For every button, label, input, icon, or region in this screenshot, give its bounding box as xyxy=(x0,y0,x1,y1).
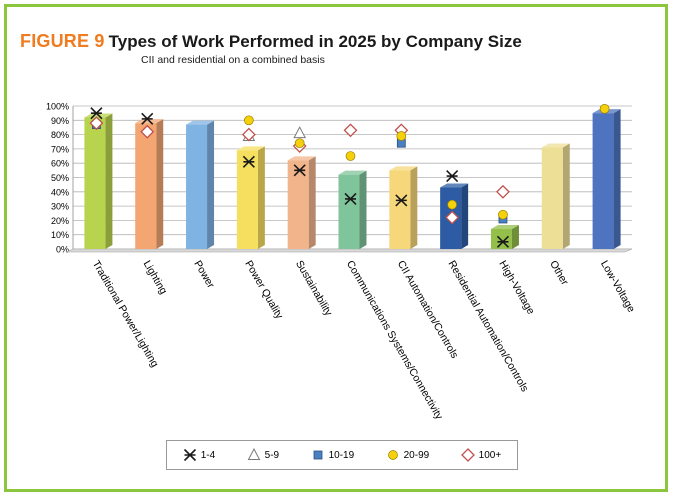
figure-label: FIGURE 9 xyxy=(20,31,105,51)
bar-top xyxy=(389,166,418,171)
marker-diamond xyxy=(89,116,104,131)
legend-marker-diamond xyxy=(460,448,475,462)
y-tick-label: 40% xyxy=(51,187,69,197)
bar-top xyxy=(186,120,215,125)
bar xyxy=(287,160,309,249)
marker-diamond xyxy=(241,127,256,142)
legend-item: 1-4 xyxy=(183,448,215,462)
marker-circle xyxy=(498,209,508,220)
bar-top xyxy=(338,170,367,175)
y-tick-label: 100% xyxy=(46,102,69,112)
x-tick-label: Sustainability xyxy=(293,259,335,319)
bar-side xyxy=(207,120,215,249)
marker-diamond xyxy=(140,124,155,139)
legend-item: 20-99 xyxy=(386,448,430,462)
bar xyxy=(592,113,614,250)
legend-label: 10-19 xyxy=(328,449,355,461)
marker-circle xyxy=(345,151,356,161)
marker-circle xyxy=(244,115,254,126)
marker-diamond xyxy=(343,123,358,138)
y-tick-label: 80% xyxy=(51,130,69,140)
marker-asterisk xyxy=(496,235,510,248)
legend-marker-asterisk xyxy=(183,448,196,462)
bar-side xyxy=(461,183,469,249)
marker-diamond xyxy=(496,184,510,199)
legend-label: 100+ xyxy=(478,449,502,461)
legend-item: 100+ xyxy=(460,448,502,462)
bar-side xyxy=(562,143,570,249)
title-text: Types of Work Performed in 2025 by Compa… xyxy=(108,32,522,51)
legend-item: 10-19 xyxy=(311,448,355,462)
y-tick-label: 70% xyxy=(51,144,69,154)
bar-top xyxy=(440,183,469,188)
marker-asterisk xyxy=(395,194,408,207)
bar-side xyxy=(308,156,316,249)
marker-circle xyxy=(599,104,610,114)
bar-side xyxy=(410,166,418,249)
x-tick-label: Lighting xyxy=(141,259,170,297)
y-tick-label: 50% xyxy=(51,173,69,183)
bar-top xyxy=(541,143,570,148)
x-tick-label: Communications Systems/Connectivity xyxy=(344,259,446,423)
legend-label: 5-9 xyxy=(264,449,280,461)
legend-item: 5-9 xyxy=(247,448,279,462)
marker-asterisk xyxy=(242,155,255,168)
marker-circle xyxy=(447,199,457,210)
marker-asterisk xyxy=(90,107,103,120)
y-tick-label: 30% xyxy=(51,202,69,212)
chart-floor xyxy=(65,248,633,253)
legend-marker xyxy=(247,448,260,460)
marker-circle xyxy=(294,138,305,149)
bar xyxy=(135,123,157,249)
bar-side xyxy=(359,170,367,249)
legend-marker xyxy=(387,450,398,460)
legend-marker xyxy=(313,450,322,460)
bar-side xyxy=(613,109,621,250)
legend-marker xyxy=(460,448,475,462)
bar xyxy=(541,147,563,249)
x-tick-label: Low-Voltage xyxy=(598,259,637,315)
x-tick-label: Power Quality xyxy=(242,259,285,322)
bar xyxy=(186,124,208,249)
bar-top xyxy=(236,146,265,151)
bar-side xyxy=(156,119,164,249)
y-tick-label: 10% xyxy=(51,230,69,240)
marker-diamond xyxy=(445,210,460,225)
bar xyxy=(389,170,411,249)
bar-top xyxy=(490,224,519,229)
bar xyxy=(338,174,360,249)
x-tick-label: Other xyxy=(547,259,571,288)
legend-marker xyxy=(183,448,196,462)
y-tick-label: 20% xyxy=(51,216,69,226)
bar xyxy=(236,150,258,249)
bar-side xyxy=(257,146,265,249)
legend-label: 1-4 xyxy=(200,449,216,461)
chart-title: FIGURE 9 Types of Work Performed in 2025 … xyxy=(20,31,522,52)
y-tick-label: 0% xyxy=(56,245,69,255)
legend-marker-square xyxy=(313,450,322,460)
marker-circle xyxy=(396,131,407,141)
legend: 1-4 5-9 10-19 20-99 100+ xyxy=(166,440,518,470)
y-tick-label: 60% xyxy=(51,159,69,169)
bar-side xyxy=(105,113,113,249)
chart-subtitle: CII and residential on a combined basis xyxy=(141,54,325,66)
marker-asterisk xyxy=(293,164,306,177)
bar-side xyxy=(511,224,519,249)
x-tick-label: High-Voltage xyxy=(496,259,537,317)
bar xyxy=(84,117,106,249)
bar-top xyxy=(287,156,316,161)
bar xyxy=(490,228,512,249)
marker-asterisk xyxy=(344,192,357,206)
marker-asterisk xyxy=(446,170,459,183)
legend-marker-triangle xyxy=(247,448,260,460)
legend-marker-circle xyxy=(387,450,398,460)
marker-triangle xyxy=(293,126,307,139)
x-tick-label: Power xyxy=(191,259,217,291)
legend-label: 20-99 xyxy=(403,449,430,461)
marker-asterisk xyxy=(141,112,154,125)
y-tick-label: 90% xyxy=(51,116,69,126)
